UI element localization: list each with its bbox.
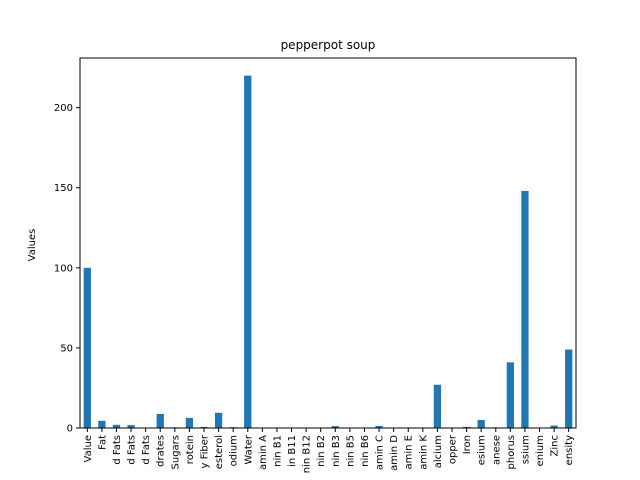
bar-26 <box>462 426 471 428</box>
x-tick-label-24: alcium <box>433 435 444 468</box>
x-tick-label-18: nin B5 <box>345 435 356 467</box>
x-tick-label-6: Sugars <box>170 435 181 469</box>
chart-title: pepperpot soup <box>281 38 376 52</box>
bar-29 <box>506 362 514 428</box>
x-tick-label-27: esium <box>477 435 488 465</box>
bar-33 <box>565 349 573 428</box>
x-tick-label-1: Fat <box>97 435 108 450</box>
x-ticks-group: Value Fat d Fats d Fats d Fats drates Sugars ro… <box>83 428 575 473</box>
bars-group <box>83 75 573 429</box>
x-tick-label-8: y Fiber <box>200 434 211 468</box>
x-tick-label-14: in B11 <box>287 435 298 467</box>
x-tick-label-16: nin B2 <box>316 435 327 467</box>
y-ticks-group: 0 50 100 150 200 <box>54 103 80 435</box>
y-tick-label-2: 100 <box>54 263 73 274</box>
x-tick-label-31: enium <box>535 435 546 466</box>
x-tick-label-22: amin E <box>404 435 415 469</box>
y-tick-label-1: 50 <box>60 343 73 354</box>
x-tick-label-19: nin B6 <box>360 435 371 467</box>
y-axis-label: Values <box>27 229 38 262</box>
x-tick-label-12: amin A <box>258 435 269 470</box>
x-tick-label-7: rotein <box>185 435 196 464</box>
bar-7 <box>185 417 194 428</box>
x-tick-label-30: ssium <box>520 435 531 464</box>
bar-20 <box>375 425 383 428</box>
bar-27 <box>477 419 485 428</box>
y-tick-label-0: 0 <box>67 424 73 435</box>
y-tick-label-3: 150 <box>54 183 73 194</box>
x-tick-label-3: d Fats <box>127 435 138 465</box>
x-tick-label-23: amin K <box>418 435 429 470</box>
x-tick-label-15: nin B12 <box>302 435 313 473</box>
x-tick-label-11: Water <box>243 434 254 464</box>
bar-3 <box>127 425 135 428</box>
x-tick-label-10: odium <box>229 435 240 466</box>
x-tick-label-9: esterol <box>214 435 225 469</box>
x-tick-label-29: phorus <box>506 435 517 469</box>
x-tick-label-25: opper <box>448 434 459 464</box>
bar-11 <box>244 75 252 429</box>
x-tick-label-0: Value <box>83 435 94 462</box>
bar-30 <box>521 190 529 428</box>
bar-24 <box>433 384 442 428</box>
bar-5 <box>156 413 164 428</box>
x-tick-label-26: Iron <box>462 435 473 454</box>
x-tick-label-32: Zinc <box>550 435 561 456</box>
x-tick-label-33: ensity <box>564 435 575 465</box>
bar-9 <box>214 412 223 428</box>
x-tick-label-21: amin D <box>389 435 400 471</box>
plot-frame <box>79 57 577 429</box>
bar-8 <box>200 426 208 428</box>
bar-0 <box>83 267 91 428</box>
x-tick-label-28: anese <box>491 435 502 465</box>
x-tick-label-2: d Fats <box>112 435 123 465</box>
x-tick-label-4: d Fats <box>141 435 152 465</box>
bar-2 <box>112 424 121 428</box>
x-tick-label-13: nin B1 <box>272 435 283 467</box>
bar-32 <box>550 425 558 428</box>
bar-1 <box>98 420 106 428</box>
bar-17 <box>331 426 339 428</box>
x-tick-label-20: amin C <box>375 435 386 470</box>
y-tick-label-4: 200 <box>54 103 73 114</box>
x-tick-label-5: drates <box>156 435 167 467</box>
x-tick-label-17: nin B3 <box>331 435 342 467</box>
